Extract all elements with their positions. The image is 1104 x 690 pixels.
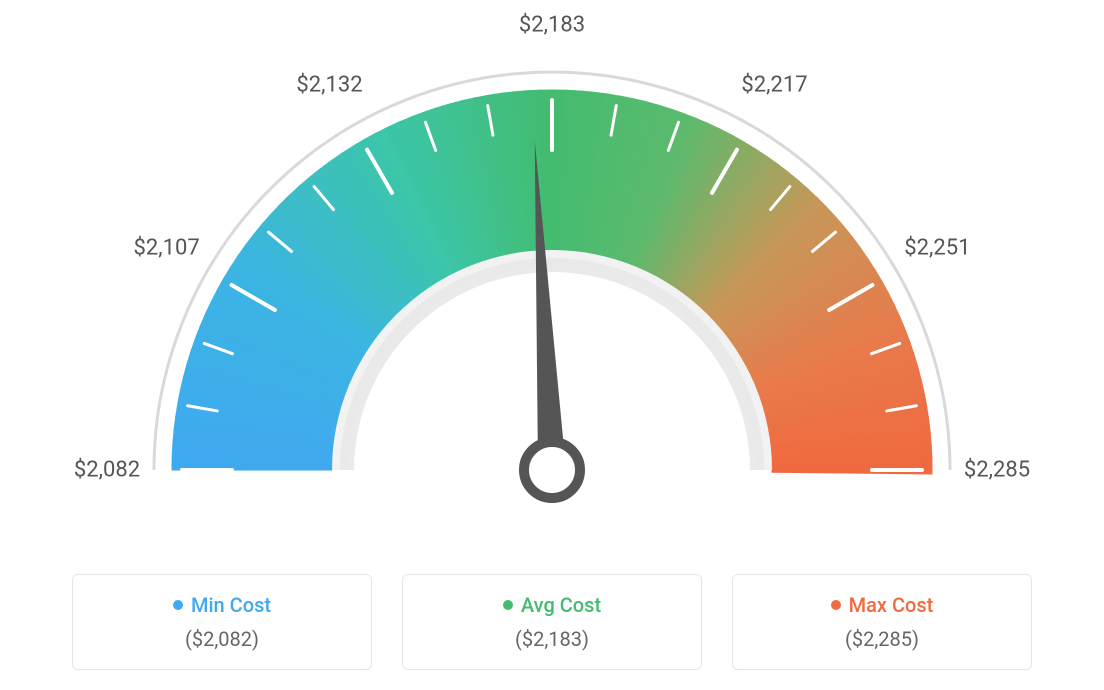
gauge-needle-hub bbox=[524, 442, 580, 498]
gauge-tick-label: $2,217 bbox=[741, 72, 807, 97]
max-cost-value: ($2,285) bbox=[753, 627, 1011, 651]
dot-icon bbox=[173, 600, 183, 610]
min-cost-title: Min Cost bbox=[173, 593, 271, 617]
gauge-tick-label: $2,285 bbox=[964, 458, 1030, 483]
max-cost-card: Max Cost ($2,285) bbox=[732, 574, 1032, 670]
dot-icon bbox=[831, 600, 841, 610]
gauge-tick-label: $2,132 bbox=[296, 72, 362, 97]
gauge-tick-label: $2,251 bbox=[904, 235, 970, 260]
summary-cards: Min Cost ($2,082) Avg Cost ($2,183) Max … bbox=[0, 574, 1104, 670]
min-cost-value: ($2,082) bbox=[93, 627, 351, 651]
gauge-tick-label: $2,107 bbox=[134, 235, 200, 260]
gauge-tick-label: $2,082 bbox=[74, 458, 140, 483]
avg-cost-card: Avg Cost ($2,183) bbox=[402, 574, 702, 670]
min-cost-card: Min Cost ($2,082) bbox=[72, 574, 372, 670]
avg-cost-value: ($2,183) bbox=[423, 627, 681, 651]
avg-cost-label: Avg Cost bbox=[521, 593, 601, 617]
avg-cost-title: Avg Cost bbox=[503, 593, 601, 617]
gauge-area: $2,082 $2,107 $2,132 $2,183 $2,217 $2,251 $2,2… bbox=[0, 0, 1104, 540]
gauge-chart bbox=[102, 0, 1002, 520]
max-cost-label: Max Cost bbox=[849, 593, 934, 617]
dot-icon bbox=[503, 600, 513, 610]
gauge-tick-label: $2,183 bbox=[519, 13, 585, 38]
min-cost-label: Min Cost bbox=[191, 593, 271, 617]
max-cost-title: Max Cost bbox=[831, 593, 934, 617]
